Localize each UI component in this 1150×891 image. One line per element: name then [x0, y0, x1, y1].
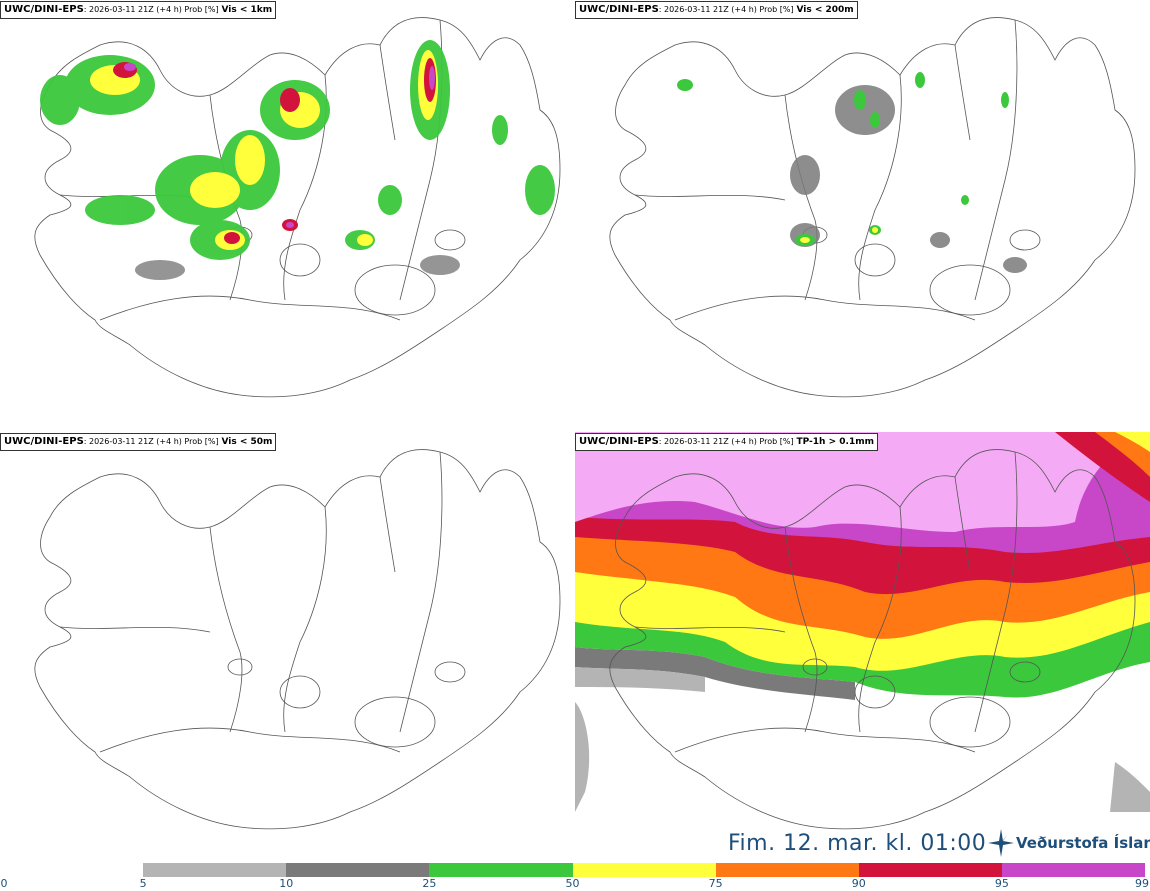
colorbar-tick-label: 0 — [0, 877, 8, 890]
compass-logo-icon — [988, 829, 1014, 857]
panel-title: UWC/DINI-EPS: 2026-03-11 21Z (+4 h) Prob… — [0, 1, 277, 19]
fog-probability-overlay — [40, 40, 555, 280]
colorbar-segment — [858, 863, 1002, 877]
probability-colorbar: 0 5 10 25 50 75 90 95 99 — [0, 860, 1150, 891]
colorbar-segment — [143, 863, 287, 877]
colorbar-tick-label: 25 — [422, 877, 437, 890]
colorbar-tick-label: 10 — [279, 877, 294, 890]
colorbar-segment — [1001, 863, 1145, 877]
colorbar-tick-label: 90 — [851, 877, 866, 890]
colorbar-segment — [572, 863, 716, 877]
iceland-map — [609, 17, 1136, 398]
map-panel-vis-1km: UWC/DINI-EPS: 2026-03-11 21Z (+4 h) Prob… — [0, 0, 575, 430]
colorbar-tick-label: 95 — [994, 877, 1009, 890]
colorbar-segment — [0, 863, 144, 877]
precip-probability-field — [575, 432, 1150, 862]
colorbar-tick-label: 5 — [139, 877, 147, 890]
valid-time-label: Fim. 12. mar. kl. 01:00 — [728, 831, 987, 856]
iceland-map — [34, 449, 561, 830]
map-panel-vis-200m: UWC/DINI-EPS: 2026-03-11 21Z (+4 h) Prob… — [575, 0, 1150, 430]
panel-title: UWC/DINI-EPS: 2026-03-11 21Z (+4 h) Prob… — [575, 433, 878, 451]
map-panel-vis-50m: UWC/DINI-EPS: 2026-03-11 21Z (+4 h) Prob… — [0, 432, 575, 862]
panel-title: UWC/DINI-EPS: 2026-03-11 21Z (+4 h) Prob… — [0, 433, 277, 451]
colorbar-segment — [429, 863, 573, 877]
logo-text: Veðurstofa Íslands — [1016, 834, 1150, 852]
panel-title: UWC/DINI-EPS: 2026-03-11 21Z (+4 h) Prob… — [575, 1, 858, 19]
precip-map — [575, 432, 1150, 862]
colorbar-segment — [715, 863, 859, 877]
colorbar-tick-label: 75 — [708, 877, 723, 890]
colorbar-tick-label: 99 — [1135, 877, 1149, 890]
colorbar-tick-label: 50 — [565, 877, 580, 890]
fog-probability-overlay — [677, 72, 1027, 273]
iceland-map — [34, 17, 561, 398]
colorbar-segment — [286, 863, 430, 877]
vedurstofa-logo: Veðurstofa Íslands — [988, 829, 1150, 859]
map-panel-precip: UWC/DINI-EPS: 2026-03-11 21Z (+4 h) Prob… — [575, 432, 1150, 862]
